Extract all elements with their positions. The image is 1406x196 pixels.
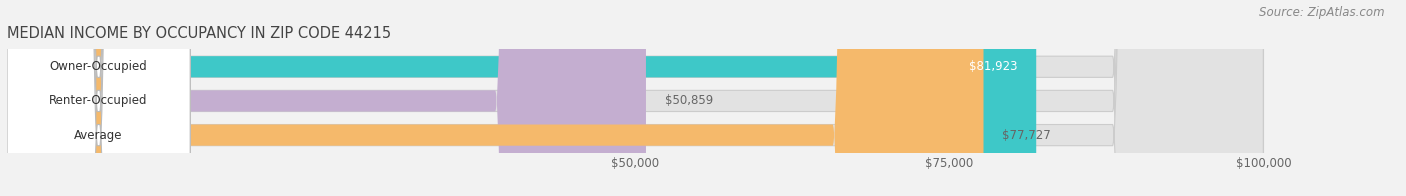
FancyBboxPatch shape bbox=[7, 0, 1264, 196]
FancyBboxPatch shape bbox=[7, 0, 190, 196]
FancyBboxPatch shape bbox=[7, 0, 645, 196]
Text: MEDIAN INCOME BY OCCUPANCY IN ZIP CODE 44215: MEDIAN INCOME BY OCCUPANCY IN ZIP CODE 4… bbox=[7, 26, 391, 41]
FancyBboxPatch shape bbox=[7, 0, 984, 196]
Text: $81,923: $81,923 bbox=[969, 60, 1018, 73]
Text: $50,859: $50,859 bbox=[665, 94, 713, 107]
FancyBboxPatch shape bbox=[7, 0, 1264, 196]
Text: Renter-Occupied: Renter-Occupied bbox=[49, 94, 148, 107]
Text: $77,727: $77,727 bbox=[1002, 129, 1052, 142]
Text: Average: Average bbox=[75, 129, 122, 142]
FancyBboxPatch shape bbox=[7, 0, 190, 196]
Text: Source: ZipAtlas.com: Source: ZipAtlas.com bbox=[1260, 6, 1385, 19]
FancyBboxPatch shape bbox=[7, 0, 190, 196]
FancyBboxPatch shape bbox=[7, 0, 1264, 196]
Text: Owner-Occupied: Owner-Occupied bbox=[49, 60, 148, 73]
FancyBboxPatch shape bbox=[7, 0, 1036, 196]
